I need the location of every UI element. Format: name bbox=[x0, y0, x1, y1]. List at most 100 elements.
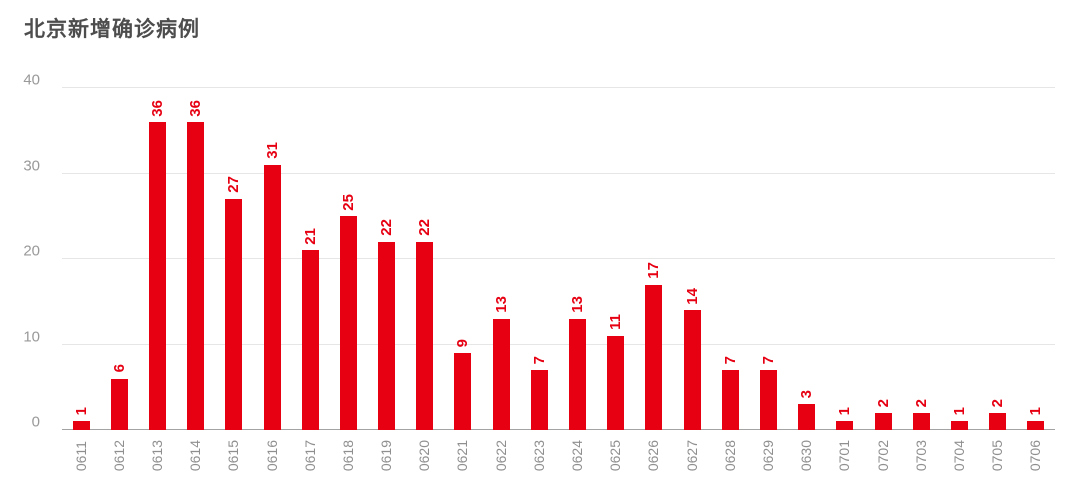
x-axis-cell: 0630 bbox=[788, 431, 826, 471]
bar bbox=[912, 412, 930, 430]
x-axis-label: 0705 bbox=[989, 440, 1006, 472]
bar-column: 11 bbox=[597, 88, 635, 430]
x-axis-label: 0629 bbox=[759, 440, 776, 472]
x-axis-cell: 0613 bbox=[138, 431, 176, 471]
x-axis-label: 0706 bbox=[1027, 440, 1044, 472]
bar-column: 17 bbox=[635, 88, 673, 430]
x-axis-cell: 0618 bbox=[329, 431, 367, 471]
x-axis-cell: 0616 bbox=[253, 431, 291, 471]
bar-column: 31 bbox=[253, 88, 291, 430]
bar-value-label: 7 bbox=[721, 355, 739, 365]
bar bbox=[301, 250, 319, 430]
bar bbox=[72, 421, 90, 430]
bar-column: 2 bbox=[902, 88, 940, 430]
x-axis-label: 0630 bbox=[798, 440, 815, 472]
bar bbox=[530, 370, 548, 430]
x-axis-cell: 0621 bbox=[444, 431, 482, 471]
x-axis-label: 0626 bbox=[645, 440, 662, 472]
x-axis-label: 0620 bbox=[416, 440, 433, 472]
bar bbox=[645, 284, 663, 430]
bar-value-label: 7 bbox=[530, 355, 548, 365]
x-axis-label: 0624 bbox=[569, 440, 586, 472]
bar-column: 6 bbox=[100, 88, 138, 430]
x-axis-label: 0613 bbox=[148, 440, 165, 472]
bar-column: 21 bbox=[291, 88, 329, 430]
bar-column: 7 bbox=[520, 88, 558, 430]
bar-value-label: 21 bbox=[301, 227, 319, 245]
x-axis-label: 0628 bbox=[721, 440, 738, 472]
bar-column: 9 bbox=[444, 88, 482, 430]
x-axis-cell: 0626 bbox=[635, 431, 673, 471]
bar bbox=[721, 370, 739, 430]
bar bbox=[874, 412, 892, 430]
bar-column: 1 bbox=[826, 88, 864, 430]
x-axis-label: 0617 bbox=[301, 440, 318, 472]
bar bbox=[683, 310, 701, 430]
bar-value-label: 27 bbox=[225, 176, 243, 194]
x-axis-label: 0612 bbox=[110, 440, 127, 472]
y-axis: 0 10 20 30 40 bbox=[0, 72, 48, 431]
bar bbox=[798, 404, 816, 430]
bar-column: 1 bbox=[62, 88, 100, 430]
bar-value-label: 22 bbox=[416, 219, 434, 236]
y-axis-tick-label: 10 bbox=[23, 328, 40, 345]
bar bbox=[148, 122, 166, 430]
x-axis-cell: 0622 bbox=[482, 431, 520, 471]
x-axis-cell: 0701 bbox=[826, 431, 864, 471]
x-axis-cell: 0617 bbox=[291, 431, 329, 471]
x-axis-line bbox=[62, 429, 1055, 430]
bar-column: 7 bbox=[749, 88, 787, 430]
x-axis-label: 0619 bbox=[378, 440, 395, 472]
bar bbox=[416, 241, 434, 430]
x-axis-label: 0621 bbox=[454, 440, 471, 472]
bar-value-label: 1 bbox=[836, 407, 854, 416]
bar-value-label: 7 bbox=[759, 355, 777, 365]
x-axis-label: 0623 bbox=[530, 440, 547, 472]
x-axis-cell: 0704 bbox=[940, 431, 978, 471]
x-axis-label: 0701 bbox=[836, 440, 853, 472]
bar bbox=[339, 216, 357, 430]
x-axis-label: 0703 bbox=[912, 440, 929, 472]
x-axis-cell: 0623 bbox=[520, 431, 558, 471]
bar-column: 22 bbox=[406, 88, 444, 430]
bar-value-label: 11 bbox=[607, 314, 625, 330]
gridline bbox=[62, 343, 1055, 345]
bar-column: 7 bbox=[711, 88, 749, 430]
bar-column: 1 bbox=[940, 88, 978, 430]
bar-value-label: 17 bbox=[645, 261, 663, 279]
bar bbox=[492, 318, 510, 430]
bar-value-label: 25 bbox=[339, 193, 357, 211]
bar-value-label: 13 bbox=[569, 296, 587, 313]
bar bbox=[950, 421, 968, 430]
plot-area: 1 6 36 36 27 31 21 25 22 22 9 13 7 13 11 17 14 7 7 3 1 2 2 1 2 1 bbox=[62, 87, 1055, 430]
bar-column: 2 bbox=[979, 88, 1017, 430]
y-axis-tick-label: 40 bbox=[23, 71, 40, 89]
x-axis: 0611 0612 0613 0614 0615 0616 0617 0618 0619 0620… bbox=[62, 431, 1055, 471]
y-axis-tick-label: 30 bbox=[23, 157, 40, 174]
bar bbox=[759, 370, 777, 430]
bar-column: 13 bbox=[558, 88, 596, 430]
bar bbox=[187, 122, 205, 430]
bar-column: 36 bbox=[138, 88, 176, 430]
x-axis-label: 0625 bbox=[607, 440, 624, 472]
bar-column: 22 bbox=[368, 88, 406, 430]
y-axis-tick-label: 0 bbox=[31, 413, 40, 431]
x-axis-cell: 0627 bbox=[673, 431, 711, 471]
x-axis-label: 0614 bbox=[187, 440, 204, 472]
x-axis-label: 0618 bbox=[339, 440, 356, 472]
bar-value-label: 2 bbox=[874, 398, 892, 407]
bar bbox=[989, 412, 1007, 430]
bar-column: 27 bbox=[215, 88, 253, 430]
x-axis-cell: 0615 bbox=[215, 431, 253, 471]
bar bbox=[569, 318, 587, 430]
bar-column: 25 bbox=[329, 88, 367, 430]
x-axis-cell: 0614 bbox=[177, 431, 215, 471]
bar-value-label: 22 bbox=[378, 219, 396, 236]
bar bbox=[607, 335, 625, 430]
bar-value-label: 14 bbox=[683, 287, 701, 305]
bar bbox=[1027, 421, 1045, 430]
bar-column: 3 bbox=[788, 88, 826, 430]
x-axis-cell: 0702 bbox=[864, 431, 902, 471]
x-axis-cell: 0628 bbox=[711, 431, 749, 471]
